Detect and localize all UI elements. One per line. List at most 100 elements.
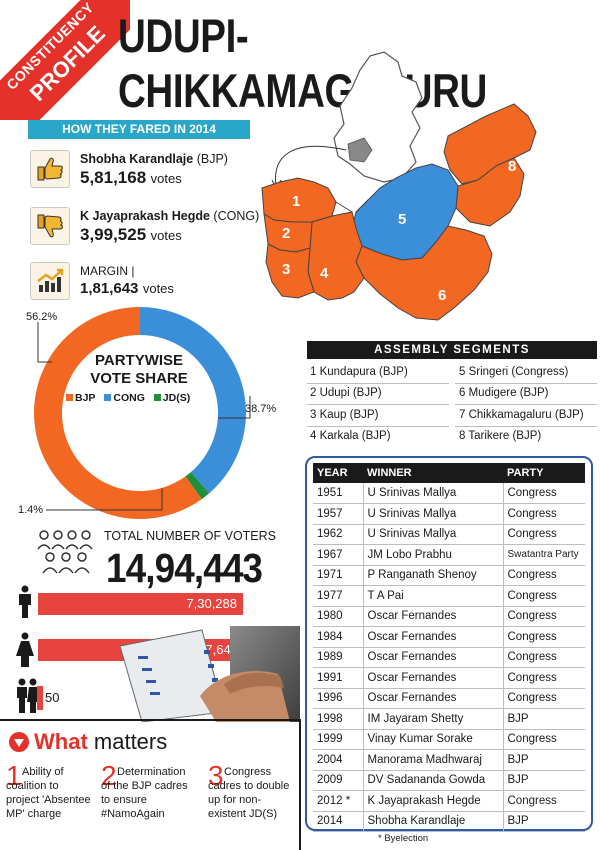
year-cell: 1991 <box>313 667 364 689</box>
year-cell: 1962 <box>313 524 364 545</box>
page-title: UDUPI-CHIKKAMAGALURU <box>118 9 487 117</box>
table-row: 1971 P Ranganath Shenoy Congress <box>313 565 585 586</box>
winner-cell: Oscar Fernandes <box>363 647 504 668</box>
donut-slice-jds <box>185 472 210 500</box>
what-matters-number: 1 <box>6 760 22 791</box>
male-voters-bar: 7,30,288 <box>38 593 243 615</box>
winner-cell: Oscar Fernandes <box>363 626 504 648</box>
region-label-3: 3 <box>282 261 290 278</box>
winner-cell: Vinay Kumar Sorake <box>363 729 504 750</box>
table-row: 1989 Oscar Fernandes Congress <box>313 647 585 668</box>
winner-name: Shobha Karandlaje <box>80 152 194 166</box>
growth-chart-icon <box>30 262 70 300</box>
year-cell: 1971 <box>313 565 364 586</box>
winner-cell: P Ranganath Shenoy <box>363 565 504 586</box>
label-leaders <box>37 322 251 511</box>
year-cell: 1996 <box>313 688 364 709</box>
segment-item: 1 Kundapura (BJP) <box>310 366 408 378</box>
segment-divider <box>307 383 449 384</box>
party-cell: Congress <box>503 606 585 627</box>
year-cell: 1998 <box>313 708 364 730</box>
donut-slice-bjp <box>34 307 202 519</box>
table-row: 1999 Vinay Kumar Sorake Congress <box>313 729 585 750</box>
assembly-segments-heading: ASSEMBLY SEGMENTS <box>307 341 597 359</box>
region-6 <box>355 225 493 321</box>
donut-slice-cong <box>140 307 247 494</box>
segment-item: 5 Sringeri (Congress) <box>459 366 569 378</box>
thumbs-down-icon <box>30 207 70 245</box>
thumbs-up-icon <box>30 150 70 188</box>
legend-cong: CONG <box>104 392 145 404</box>
section-divider <box>0 719 300 721</box>
evm-photo <box>120 626 300 722</box>
loser-votes: 3,99,525 <box>80 225 147 244</box>
party-cell: BJP <box>503 770 585 791</box>
party-cell: BJP <box>503 708 585 730</box>
what-matters-number: 3 <box>208 760 224 791</box>
winner-cell: DV Sadananda Gowda <box>363 770 504 791</box>
segment-divider <box>455 404 597 405</box>
winner-cell: T A Pai <box>363 585 504 607</box>
voters-group-icon <box>37 530 93 574</box>
margin-label: MARGIN | <box>80 264 135 278</box>
what-matters-text: Determination of the BJP cadres to ensur… <box>101 766 188 820</box>
year-cell: 2009 <box>313 770 364 791</box>
third-gender-bar <box>37 686 43 710</box>
third-gender-icon <box>17 678 40 713</box>
vote-share-title-line-1: PARTYWISE <box>94 352 184 369</box>
what-matters-number: 2 <box>101 760 117 791</box>
winner-cell: IM Jayaram Shetty <box>363 708 504 730</box>
segment-divider <box>307 426 449 427</box>
party-cell: Congress <box>503 688 585 709</box>
male-voters-value: 7,30,288 <box>186 596 237 611</box>
region-label-7: 7 <box>498 227 506 244</box>
year-cell: 1989 <box>313 647 364 668</box>
segment-item: 6 Mudigere (BJP) <box>459 387 549 399</box>
party-cell: Congress <box>503 483 585 504</box>
what-matters-title: What matters <box>34 729 167 755</box>
segment-item: 2 Udupi (BJP) <box>310 387 382 399</box>
winner-cell: U Srinivas Mallya <box>363 483 504 504</box>
region-label-1: 1 <box>292 193 300 210</box>
profile-ribbon: CONSTITUENCY PROFILE <box>0 0 130 120</box>
winner-cell: Manorama Madhwaraj <box>363 749 504 771</box>
year-cell: 1999 <box>313 729 364 750</box>
region-4 <box>307 211 365 301</box>
female-icon <box>16 632 34 667</box>
margin-votes: 1,81,643 <box>80 280 139 297</box>
year-cell: 2014 <box>313 811 364 832</box>
state-outline-map <box>333 51 423 183</box>
table-row: 1962 U Srinivas Mallya Congress <box>313 524 585 545</box>
party-cell: Congress <box>503 729 585 750</box>
segment-item: 7 Chikkamagaluru (BJP) <box>459 409 584 421</box>
table-row: 1957 U Srinivas Mallya Congress <box>313 503 585 525</box>
party-cell: Congress <box>503 790 585 812</box>
what-matters-title-part-2: matters <box>93 729 168 754</box>
winner-cell: JM Lobo Prabhu <box>363 544 504 566</box>
region-label-8: 8 <box>508 158 516 175</box>
history-table: YEAR WINNER PARTY 1951 U Srinivas Mallya C… <box>313 463 585 832</box>
segment-divider <box>455 426 597 427</box>
header-party: PARTY <box>503 463 585 483</box>
party-cell: Congress <box>503 585 585 607</box>
how-fared-heading: HOW THEY FARED IN 2014 <box>28 120 250 139</box>
winner-party: (BJP) <box>196 152 228 166</box>
table-row: 2009 DV Sadananda Gowda BJP <box>313 770 585 791</box>
party-cell: Congress <box>503 524 585 545</box>
cong-pct-label: 38.7% <box>245 403 277 415</box>
constituency-map: 1 2 3 4 5 6 7 8 <box>261 51 537 321</box>
year-cell: 1980 <box>313 606 364 627</box>
segment-divider <box>307 404 449 405</box>
winner-cell: Oscar Fernandes <box>363 667 504 689</box>
total-voters-value: 14,94,443 <box>106 545 263 591</box>
legend-bjp: BJP <box>66 392 95 404</box>
vote-share-legend: BJP CONG JD(S) <box>66 392 196 404</box>
table-row: 1951 U Srinivas Mallya Congress <box>313 483 585 504</box>
section-divider-vertical <box>299 719 301 850</box>
margin-unit: votes <box>142 281 174 296</box>
what-matters-text: Ability of coalition to project 'Absente… <box>6 766 91 820</box>
header-winner: WINNER <box>363 463 503 483</box>
winner-cell: Oscar Fernandes <box>363 606 504 627</box>
party-cell: Congress <box>503 626 585 648</box>
region-7 <box>455 157 525 227</box>
